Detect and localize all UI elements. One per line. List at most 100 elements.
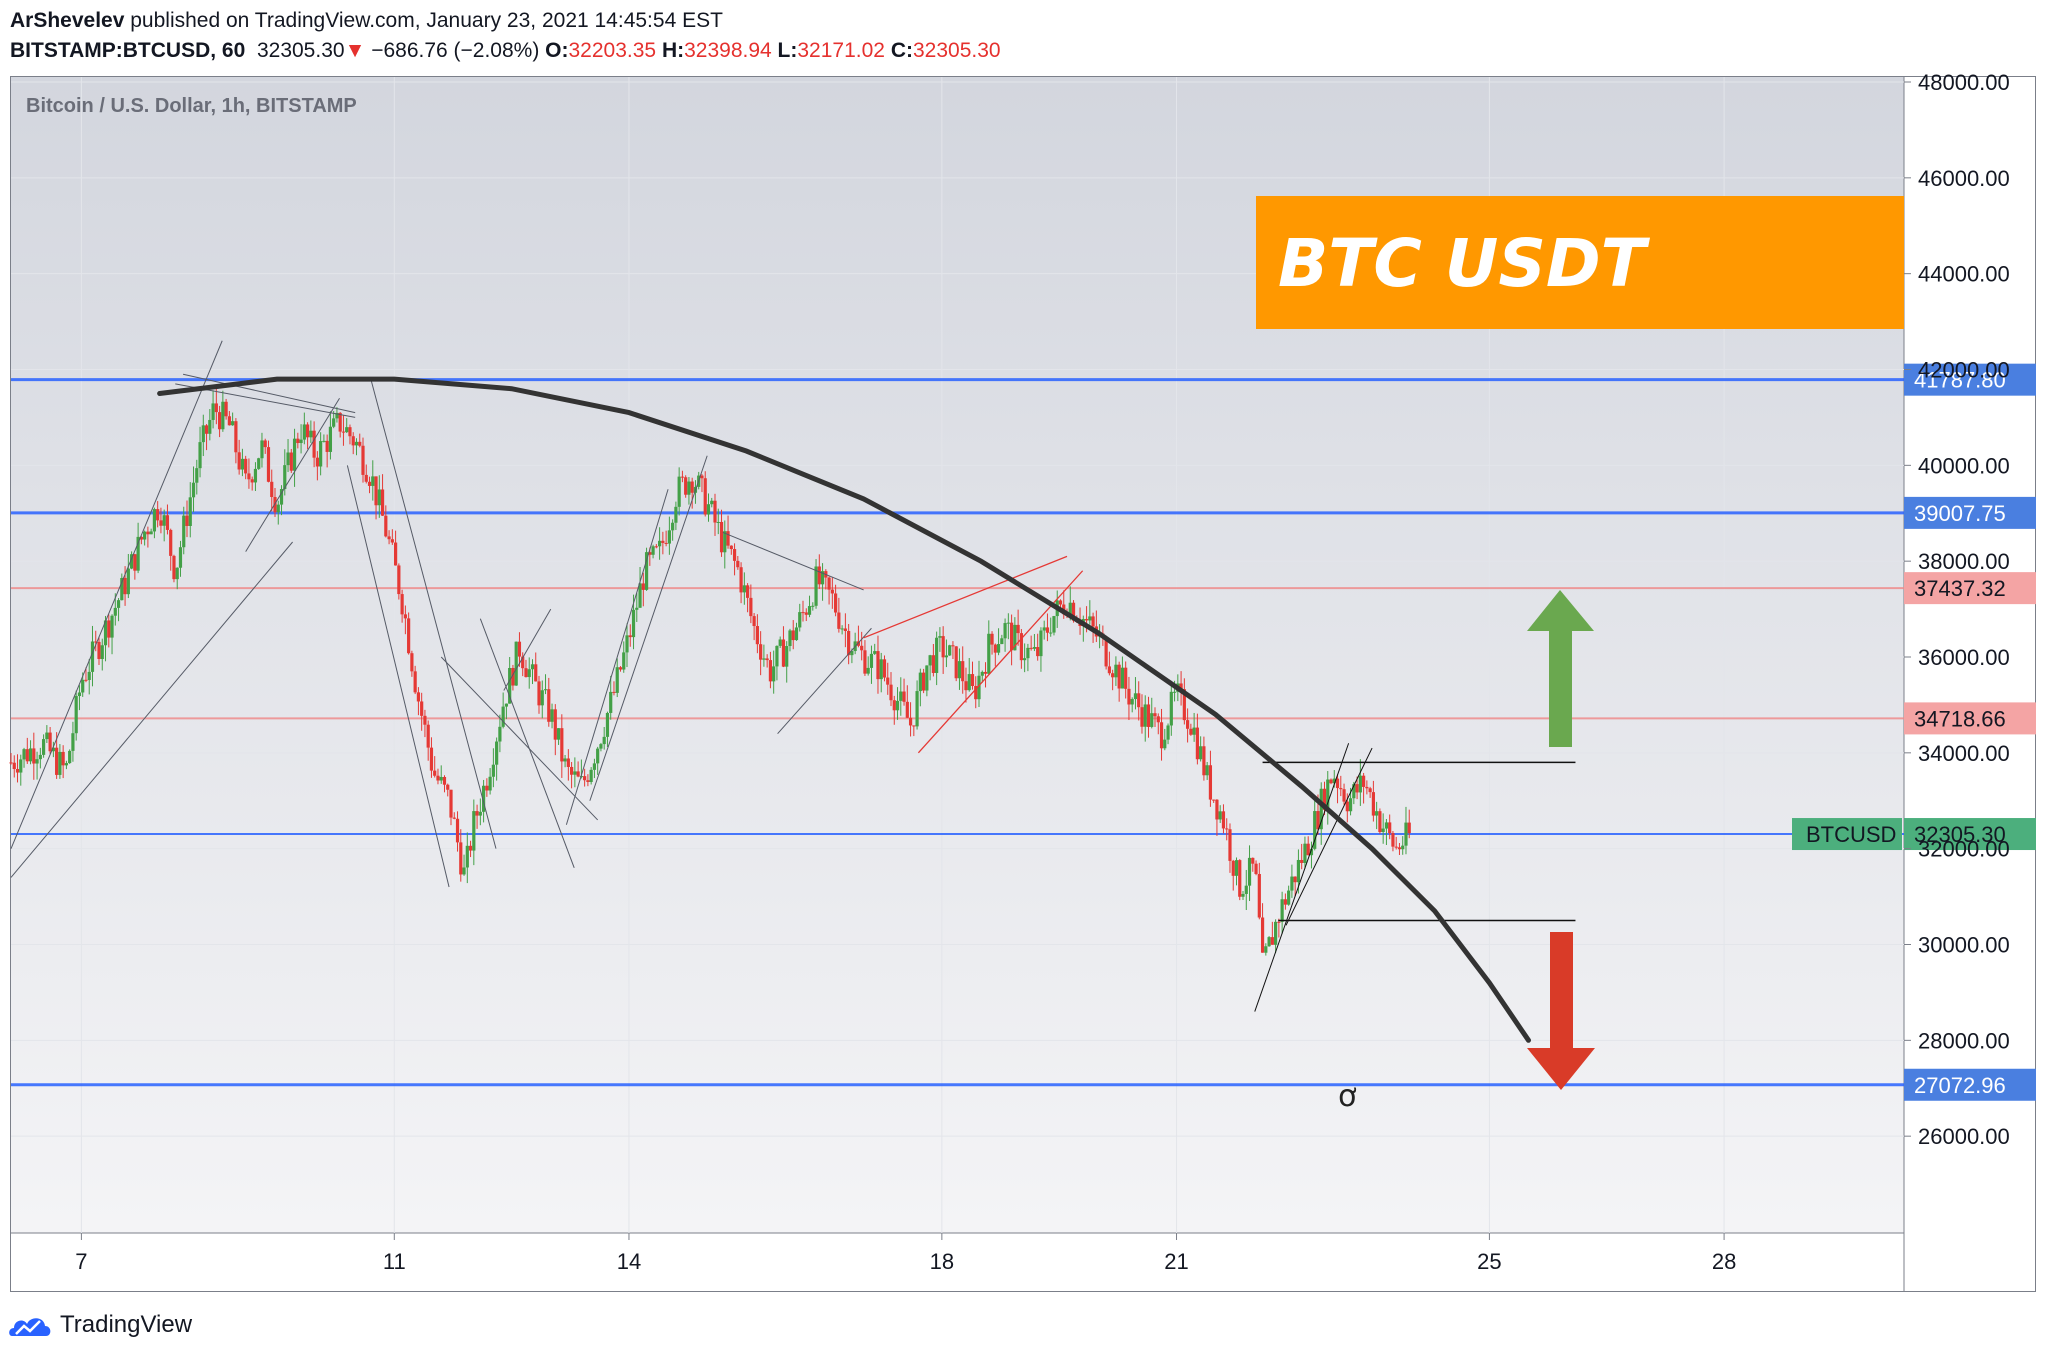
high-value: 32398.94 — [684, 39, 772, 62]
candle-body — [713, 500, 717, 523]
candle-body — [305, 424, 310, 438]
candle-body — [1218, 811, 1222, 820]
candle-body — [371, 476, 375, 486]
candle-body — [1371, 792, 1375, 816]
candle-body — [380, 489, 385, 516]
price-level-tag — [1904, 363, 2036, 396]
candle-body — [807, 606, 812, 615]
candle-body — [1195, 727, 1199, 760]
candle-body — [1166, 725, 1170, 740]
candle-body — [1169, 691, 1173, 726]
candle-body — [1146, 704, 1151, 727]
candle-body — [139, 536, 143, 540]
candle-body — [925, 665, 929, 691]
candle-body — [596, 748, 600, 764]
candle-body — [651, 546, 655, 555]
candle-body — [1247, 857, 1252, 886]
candle-body — [178, 547, 183, 568]
chart-frame[interactable] — [10, 76, 2036, 1292]
candle-body — [1280, 899, 1284, 922]
candle-body — [530, 664, 535, 670]
candle-body — [475, 811, 479, 816]
candle-body — [1212, 799, 1216, 801]
candle-body — [1091, 616, 1095, 627]
candle-body — [146, 531, 150, 535]
candle-body — [354, 441, 359, 446]
candle-body — [260, 440, 264, 459]
candle-body — [1107, 666, 1111, 674]
price-level-tag — [1904, 818, 2036, 851]
candle-body — [1365, 786, 1369, 789]
candle-body — [729, 545, 733, 550]
candle-body — [244, 458, 248, 474]
candle-body — [224, 401, 228, 417]
candle-body — [628, 635, 632, 638]
price-chart[interactable]: Bitcoin / U.S. Dollar, 1h, BITSTAMP 4178… — [0, 0, 2047, 1300]
candle-body — [974, 685, 978, 700]
candle-body — [71, 733, 75, 751]
candle-body — [289, 452, 293, 471]
author-name[interactable]: ArShevelev — [10, 9, 125, 32]
y-tick-label: 26000.00 — [1918, 1124, 2010, 1149]
footer-brand[interactable]: TradingView — [60, 1311, 193, 1338]
candle-body — [1202, 746, 1206, 776]
candle-body — [1199, 746, 1203, 760]
candle-body — [1114, 664, 1118, 678]
candle-body — [1381, 828, 1385, 833]
candle-body — [1257, 873, 1261, 918]
candle-body — [755, 626, 759, 645]
candle-body — [1296, 859, 1301, 883]
low-value: 32171.02 — [797, 39, 885, 62]
candle-body — [674, 506, 678, 523]
candle-body — [1019, 633, 1023, 661]
candle-body — [511, 667, 515, 686]
price-level-label: 41787.80 — [1914, 368, 2006, 393]
candle-body — [680, 476, 685, 478]
candle-body — [322, 440, 326, 442]
candle-body — [622, 652, 626, 670]
candle-body — [700, 475, 704, 479]
candle-body — [19, 759, 23, 773]
candle-body — [1394, 846, 1398, 848]
candle-body — [1182, 689, 1186, 721]
candle-body — [768, 660, 773, 682]
rising-wedge-line — [917, 570, 1084, 754]
candle-body — [1208, 765, 1213, 800]
candle-body — [895, 700, 900, 711]
candle-body — [990, 633, 994, 645]
low-label: L: — [777, 39, 798, 62]
candle-body — [501, 706, 505, 727]
candle-body — [397, 565, 401, 595]
candle-body — [556, 728, 561, 740]
candle-body — [876, 651, 880, 680]
candle-body — [35, 759, 39, 764]
candle-body — [677, 476, 681, 507]
candle-body — [785, 646, 789, 667]
candle-body — [449, 789, 453, 818]
candle-body — [299, 439, 303, 444]
candle-body — [644, 552, 649, 590]
candle-body — [1192, 727, 1196, 735]
candle-body — [537, 681, 541, 706]
x-tick-label: 18 — [930, 1249, 954, 1274]
candle-body — [905, 701, 909, 718]
candle-body — [716, 521, 720, 523]
candle-body — [1104, 637, 1108, 667]
candle-body — [325, 440, 329, 452]
candle-body — [752, 616, 756, 627]
candle-body — [1186, 720, 1190, 729]
candle-body — [172, 555, 176, 580]
banner: BTC USDT — [1256, 196, 1904, 329]
candle-body — [1300, 859, 1304, 863]
candle-body — [599, 744, 603, 749]
price-level-label: 39007.75 — [1914, 501, 2006, 526]
candle-body — [423, 715, 427, 725]
candle-body — [455, 818, 460, 843]
candle-body — [90, 641, 95, 672]
flag-line — [1254, 743, 1350, 1012]
candle-body — [794, 627, 799, 641]
candle-body — [393, 542, 398, 566]
candle-body — [837, 612, 841, 629]
candle-body — [426, 724, 430, 748]
candle-body — [1068, 602, 1072, 616]
